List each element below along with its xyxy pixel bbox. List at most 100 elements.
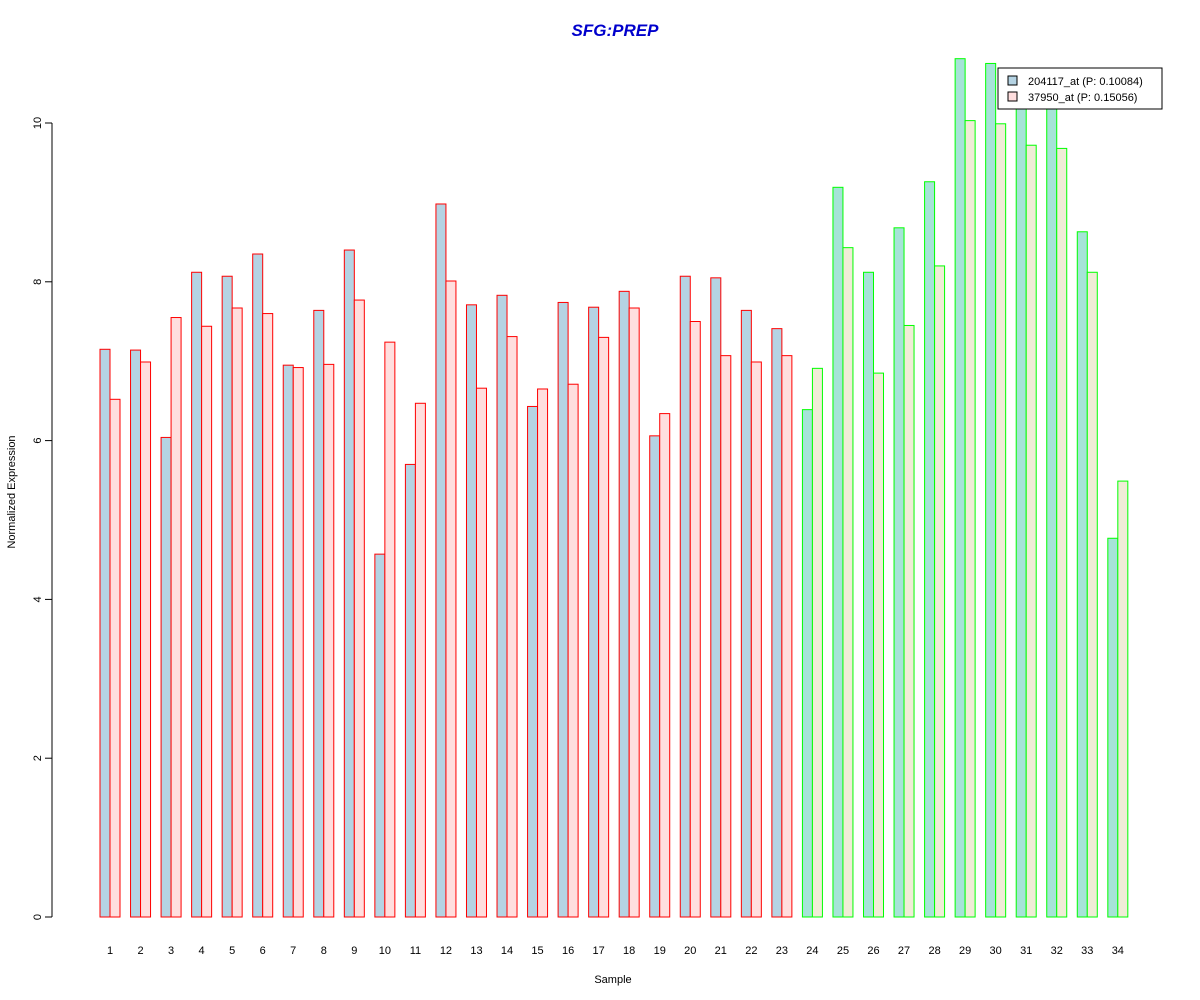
bar-series1-sample-24 bbox=[801, 409, 813, 918]
bar-series1-sample-21 bbox=[710, 277, 722, 918]
legend: 204117_at (P: 0.10084) 37950_at (P: 0.15… bbox=[997, 67, 1163, 110]
bar-series2-sample-26 bbox=[873, 372, 884, 918]
bar-series1-sample-29 bbox=[954, 58, 966, 918]
x-axis: 1 2 3 4 5 6 7 8 9 10 11 12 13 14 15 16 17 18 19 20 21 22 23 24 2… bbox=[107, 945, 1124, 957]
bar-series2-sample-18 bbox=[628, 307, 640, 918]
bar-series2-sample-12 bbox=[445, 280, 457, 918]
bar-series2-sample-5 bbox=[231, 307, 243, 918]
bar-series2-sample-15 bbox=[537, 388, 549, 918]
bar-series1-sample-8 bbox=[313, 309, 325, 918]
bar-series2-sample-2 bbox=[140, 361, 152, 918]
bar-series1-sample-18 bbox=[618, 290, 630, 918]
bar-series2-sample-28 bbox=[934, 265, 946, 918]
bar-series2-sample-24 bbox=[811, 367, 823, 918]
x-tick-label: 15 bbox=[531, 945, 543, 957]
y-tick-label: 8 bbox=[32, 279, 44, 285]
bar-series2-sample-10 bbox=[384, 341, 396, 918]
x-tick-label: 27 bbox=[898, 945, 910, 957]
x-tick-label: 22 bbox=[745, 945, 757, 957]
bar-series1-sample-11 bbox=[404, 463, 416, 918]
legend-swatch-series-1 bbox=[1007, 75, 1018, 86]
bar-series1-sample-32 bbox=[1046, 108, 1058, 918]
bar-series2-sample-29 bbox=[964, 120, 976, 918]
bar-series1-sample-27 bbox=[893, 227, 905, 918]
bar-series1-sample-13 bbox=[465, 304, 477, 918]
bar-series2-sample-25 bbox=[842, 247, 854, 918]
bar-series1-sample-10 bbox=[374, 553, 386, 918]
x-tick-label: 20 bbox=[684, 945, 696, 957]
bar-series2-sample-9 bbox=[353, 299, 365, 918]
x-tick-label: 31 bbox=[1020, 945, 1032, 957]
y-tick-label: 0 bbox=[32, 914, 44, 920]
bar-series2-sample-23 bbox=[781, 355, 793, 918]
bar-series1-sample-26 bbox=[863, 271, 874, 918]
x-tick-label: 8 bbox=[321, 945, 327, 957]
x-tick-label: 9 bbox=[351, 945, 357, 957]
bar-series1-sample-31 bbox=[1015, 101, 1027, 918]
y-tick-label: 6 bbox=[32, 438, 44, 444]
bar-series2-sample-11 bbox=[414, 402, 426, 918]
bar-series2-sample-19 bbox=[659, 413, 671, 918]
bar-series1-sample-3 bbox=[160, 436, 172, 918]
bar-series2-sample-33 bbox=[1086, 271, 1098, 918]
x-tick-label: 28 bbox=[928, 945, 940, 957]
bar-series1-sample-33 bbox=[1076, 231, 1088, 918]
x-tick-label: 17 bbox=[593, 945, 605, 957]
x-tick-label: 7 bbox=[290, 945, 296, 957]
bar-series2-sample-31 bbox=[1025, 144, 1037, 918]
bar-series1-sample-16 bbox=[557, 301, 569, 918]
x-tick-label: 3 bbox=[168, 945, 174, 957]
bar-series1-sample-12 bbox=[435, 203, 447, 918]
x-tick-label: 1 bbox=[107, 945, 113, 957]
legend-box bbox=[997, 67, 1163, 110]
bar-series1-sample-5 bbox=[221, 275, 233, 918]
x-tick-label: 26 bbox=[867, 945, 879, 957]
bar-series2-sample-17 bbox=[598, 336, 610, 918]
x-tick-label: 34 bbox=[1112, 945, 1124, 957]
bar-series2-sample-27 bbox=[903, 324, 915, 918]
x-tick-label: 30 bbox=[990, 945, 1002, 957]
x-tick-label: 19 bbox=[654, 945, 666, 957]
bar-series1-sample-14 bbox=[496, 294, 508, 918]
bar-series1-sample-9 bbox=[343, 249, 355, 918]
legend-swatch-series-2 bbox=[1007, 91, 1018, 102]
bar-series1-sample-1 bbox=[99, 348, 111, 918]
bar-series2-sample-3 bbox=[170, 317, 182, 918]
bar-series1-sample-30 bbox=[985, 62, 997, 918]
bar-series1-sample-34 bbox=[1107, 537, 1119, 918]
x-tick-label: 16 bbox=[562, 945, 574, 957]
bar-series2-sample-4 bbox=[201, 325, 213, 918]
bar-series1-sample-19 bbox=[649, 435, 661, 918]
chart-title: SFG:PREP bbox=[572, 21, 660, 40]
bar-series1-sample-2 bbox=[130, 349, 142, 918]
y-tick-label: 10 bbox=[32, 117, 44, 129]
bar-series2-sample-20 bbox=[689, 321, 701, 918]
x-tick-label: 33 bbox=[1081, 945, 1093, 957]
bar-series2-sample-21 bbox=[720, 355, 732, 918]
bar-series2-sample-8 bbox=[323, 363, 335, 918]
y-tick-label: 2 bbox=[32, 755, 44, 761]
bar-series1-sample-4 bbox=[191, 271, 203, 918]
bar-series1-sample-15 bbox=[527, 405, 539, 918]
bar-series2-sample-14 bbox=[506, 336, 518, 918]
x-tick-label: 11 bbox=[410, 945, 421, 957]
x-tick-label: 14 bbox=[501, 945, 513, 957]
x-tick-label: 10 bbox=[379, 945, 391, 957]
bar-series1-sample-20 bbox=[679, 275, 691, 918]
x-tick-label: 24 bbox=[806, 945, 818, 957]
bar-series1-sample-7 bbox=[282, 364, 294, 918]
x-tick-label: 6 bbox=[260, 945, 266, 957]
y-axis: 0 2 4 6 8 10 bbox=[32, 117, 53, 920]
bar-series2-sample-6 bbox=[262, 313, 274, 918]
bar-series1-sample-17 bbox=[588, 306, 600, 918]
bar-series1-sample-23 bbox=[771, 328, 783, 918]
x-tick-label: 29 bbox=[959, 945, 971, 957]
x-tick-label: 32 bbox=[1051, 945, 1063, 957]
bars-group bbox=[99, 58, 1129, 918]
bar-series1-sample-25 bbox=[832, 186, 844, 918]
bar-series2-sample-16 bbox=[567, 383, 579, 918]
x-tick-label: 5 bbox=[229, 945, 235, 957]
x-tick-label: 4 bbox=[199, 945, 205, 957]
bar-series1-sample-22 bbox=[740, 309, 752, 918]
